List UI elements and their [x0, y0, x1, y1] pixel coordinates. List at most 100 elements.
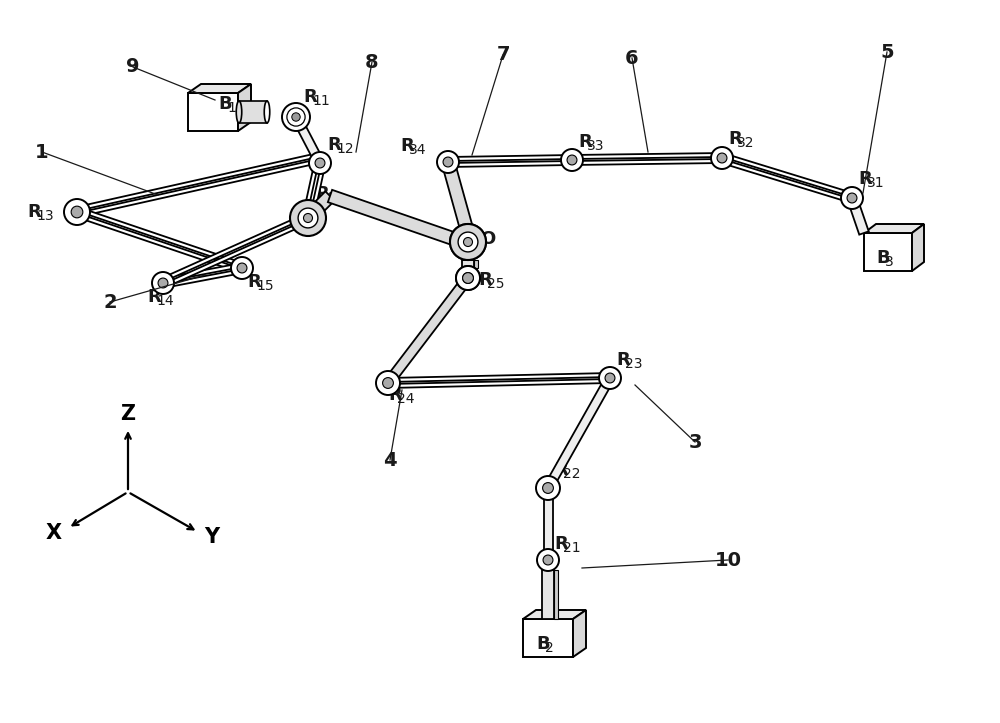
Text: O: O	[480, 230, 495, 248]
Circle shape	[458, 232, 478, 252]
Text: 2: 2	[103, 293, 117, 312]
Ellipse shape	[264, 101, 270, 123]
Text: R: R	[147, 288, 161, 306]
Polygon shape	[448, 155, 572, 161]
Bar	[523, 619, 573, 657]
Text: R: R	[728, 130, 742, 148]
Polygon shape	[544, 376, 614, 490]
Text: R: R	[247, 273, 261, 291]
Text: 34: 34	[409, 143, 427, 157]
Text: R: R	[315, 185, 329, 203]
Circle shape	[717, 153, 727, 163]
Circle shape	[315, 158, 325, 168]
Bar	[474, 260, 478, 268]
Circle shape	[450, 224, 486, 260]
Polygon shape	[384, 275, 472, 386]
Text: B: B	[876, 249, 890, 267]
Text: 1: 1	[35, 142, 49, 161]
Circle shape	[464, 237, 473, 247]
Polygon shape	[448, 161, 572, 167]
Bar	[239, 101, 267, 123]
Text: 8: 8	[365, 53, 379, 72]
Text: X: X	[46, 523, 62, 543]
Text: B: B	[536, 635, 550, 653]
Ellipse shape	[236, 101, 242, 123]
Circle shape	[298, 208, 318, 228]
Circle shape	[64, 199, 90, 225]
Polygon shape	[722, 153, 853, 197]
Circle shape	[376, 371, 400, 395]
Text: 3: 3	[885, 255, 894, 269]
Circle shape	[543, 555, 553, 565]
Circle shape	[71, 206, 83, 218]
Text: 33: 33	[587, 139, 605, 153]
Polygon shape	[188, 84, 251, 93]
Circle shape	[605, 373, 615, 383]
Circle shape	[711, 147, 733, 169]
Polygon shape	[162, 263, 242, 282]
Text: 1: 1	[227, 101, 236, 115]
Polygon shape	[572, 153, 722, 159]
Polygon shape	[388, 379, 610, 388]
Text: 12: 12	[336, 142, 354, 156]
Circle shape	[383, 377, 393, 388]
Circle shape	[437, 151, 459, 173]
Circle shape	[463, 273, 473, 283]
Polygon shape	[303, 192, 335, 223]
Text: 7: 7	[496, 46, 510, 64]
Circle shape	[456, 266, 480, 290]
Polygon shape	[388, 373, 610, 382]
Text: R: R	[400, 137, 414, 155]
Circle shape	[290, 200, 326, 236]
Circle shape	[567, 155, 577, 165]
Text: R: R	[388, 386, 402, 404]
Text: R: R	[478, 271, 492, 289]
Text: R: R	[554, 461, 568, 479]
Polygon shape	[572, 159, 722, 165]
Circle shape	[450, 224, 486, 260]
Text: 4: 4	[383, 450, 397, 469]
Text: Y: Y	[204, 527, 220, 547]
Circle shape	[456, 266, 480, 290]
Circle shape	[536, 476, 560, 500]
Text: 31: 31	[867, 176, 885, 190]
Text: 3: 3	[688, 432, 702, 451]
Text: R: R	[858, 170, 872, 188]
Polygon shape	[76, 154, 314, 211]
Circle shape	[237, 263, 247, 273]
Polygon shape	[864, 224, 924, 233]
Circle shape	[543, 482, 553, 493]
Text: R: R	[27, 203, 41, 221]
Circle shape	[158, 278, 168, 288]
Text: R: R	[303, 88, 317, 106]
Text: 22: 22	[563, 467, 581, 481]
Text: R: R	[578, 133, 592, 151]
Polygon shape	[303, 162, 319, 218]
Circle shape	[599, 367, 621, 389]
Circle shape	[841, 187, 863, 209]
Polygon shape	[309, 163, 325, 219]
Circle shape	[464, 237, 473, 247]
Text: 13: 13	[36, 209, 54, 223]
Polygon shape	[523, 610, 586, 619]
Polygon shape	[163, 269, 243, 288]
Circle shape	[309, 152, 331, 174]
Circle shape	[152, 272, 174, 294]
Text: 15: 15	[256, 279, 274, 293]
Text: R: R	[554, 535, 568, 553]
Bar	[864, 233, 912, 271]
Circle shape	[537, 549, 559, 571]
Polygon shape	[161, 213, 308, 282]
Text: 10: 10	[714, 550, 742, 570]
Polygon shape	[912, 224, 924, 271]
Text: 21: 21	[563, 541, 581, 555]
Circle shape	[458, 232, 478, 252]
Bar	[462, 260, 474, 268]
Circle shape	[443, 157, 453, 167]
Text: 14: 14	[156, 294, 174, 308]
Polygon shape	[847, 197, 869, 235]
Text: Z: Z	[120, 404, 136, 424]
Text: 23: 23	[625, 357, 643, 371]
Polygon shape	[292, 115, 324, 165]
Bar	[542, 570, 554, 619]
